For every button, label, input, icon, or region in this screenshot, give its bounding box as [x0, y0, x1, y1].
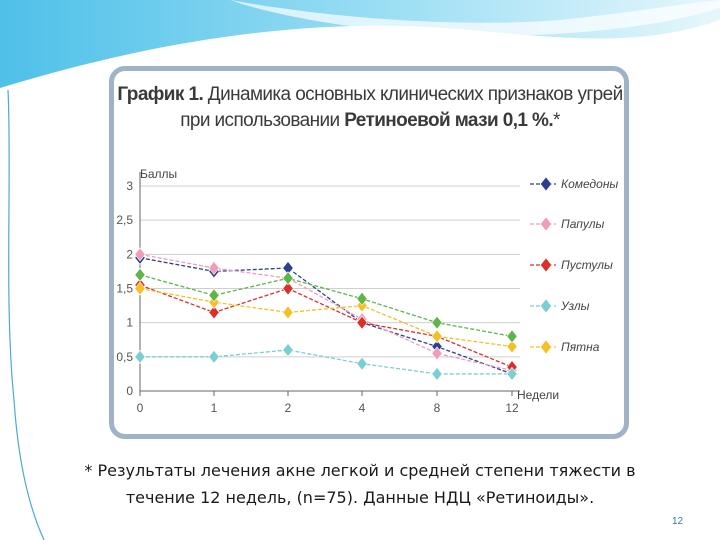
data-point-marker [134, 247, 146, 262]
y-tick-label: 0 [126, 384, 133, 398]
chart-grid [140, 185, 520, 358]
footnote-line-2: течение 12 недель, (n=75). Данные НДЦ «Р… [125, 488, 595, 507]
x-tick-label: 12 [505, 401, 519, 415]
chart-legend: Комедоны Папулы Пустулы Узлы Пятна [530, 176, 618, 355]
data-point-marker [134, 281, 146, 296]
legend-marker [540, 339, 552, 355]
y-tick-label: 2 [126, 247, 133, 261]
data-point-marker [431, 329, 443, 344]
series-line [139, 274, 513, 337]
series-line [140, 349, 512, 375]
y-tick-label: 1,5 [116, 282, 133, 296]
legend-marker [540, 176, 552, 192]
y-axis-label: Баллы [140, 167, 177, 181]
legend-marker [540, 257, 552, 273]
chart-series [134, 247, 518, 381]
chart-title-line2-bold: Ретиноевой мази 0,1 %. [344, 110, 554, 131]
x-axis-label: Недели [517, 388, 559, 402]
chart-title-prefix: График 1. [117, 84, 204, 105]
data-point-marker [356, 356, 368, 371]
data-point-marker [356, 291, 368, 306]
x-tick-label: 4 [359, 401, 366, 415]
data-point-marker [282, 271, 294, 286]
legend-label: Пустулы [561, 258, 613, 272]
data-point-marker [282, 305, 294, 320]
y-tick-label: 1 [126, 316, 133, 330]
data-point-marker [208, 288, 220, 303]
chart-frame [109, 66, 629, 439]
x-tick-label: 1 [211, 401, 218, 415]
x-tick-label: 8 [434, 401, 441, 415]
data-point-marker [134, 349, 146, 364]
top-wave-highlight [230, 0, 720, 36]
legend-label: Узлы [560, 299, 590, 313]
page-number: 12 [672, 516, 684, 527]
y-tick-label: 3 [126, 179, 133, 193]
data-point-marker [282, 343, 294, 357]
chart-title-line-1: График 1. Динамика основных клинических … [110, 84, 630, 106]
legend-marker [540, 216, 552, 232]
chart-axes: 00,511,522,530 1 2 4 8 12 [116, 172, 520, 415]
legend-label: Пятна [561, 340, 600, 354]
series-line [139, 253, 513, 372]
chart-title-line2-post: * [553, 110, 560, 131]
series-line [139, 284, 513, 368]
data-point-marker [431, 315, 443, 330]
data-point-marker [208, 261, 220, 275]
footnote-line-1: * Результаты лечения акне легкой и средн… [84, 461, 636, 480]
chart-title-line-2: при использовании Ретиноевой мази 0,1 %.… [110, 110, 630, 132]
series-line [139, 257, 513, 375]
x-tick-label: 0 [137, 401, 144, 415]
footnote: * Результаты лечения акне легкой и средн… [40, 457, 680, 511]
data-point-marker [506, 339, 518, 354]
x-tick-label: 2 [285, 401, 292, 415]
chart-title-line2-pre: при использовании [180, 110, 345, 131]
data-point-marker [431, 366, 443, 381]
legend-label: Папулы [561, 217, 604, 231]
data-point-marker [282, 281, 294, 296]
y-tick-label: 2,5 [116, 213, 133, 227]
data-point-marker [208, 305, 220, 320]
data-point-marker [134, 267, 146, 282]
y-tick-label: 0,5 [116, 350, 133, 364]
chart-title-rest: Динамика основных клинических признаков … [203, 84, 623, 105]
data-point-marker [356, 315, 368, 330]
side-line [7, 89, 45, 540]
legend-label: Комедоны [561, 177, 618, 191]
data-point-marker [431, 346, 443, 361]
data-point-marker [506, 366, 518, 381]
legend-marker [540, 298, 552, 314]
data-point-marker [208, 349, 220, 364]
data-point-marker [506, 329, 518, 344]
series-line [139, 287, 513, 348]
